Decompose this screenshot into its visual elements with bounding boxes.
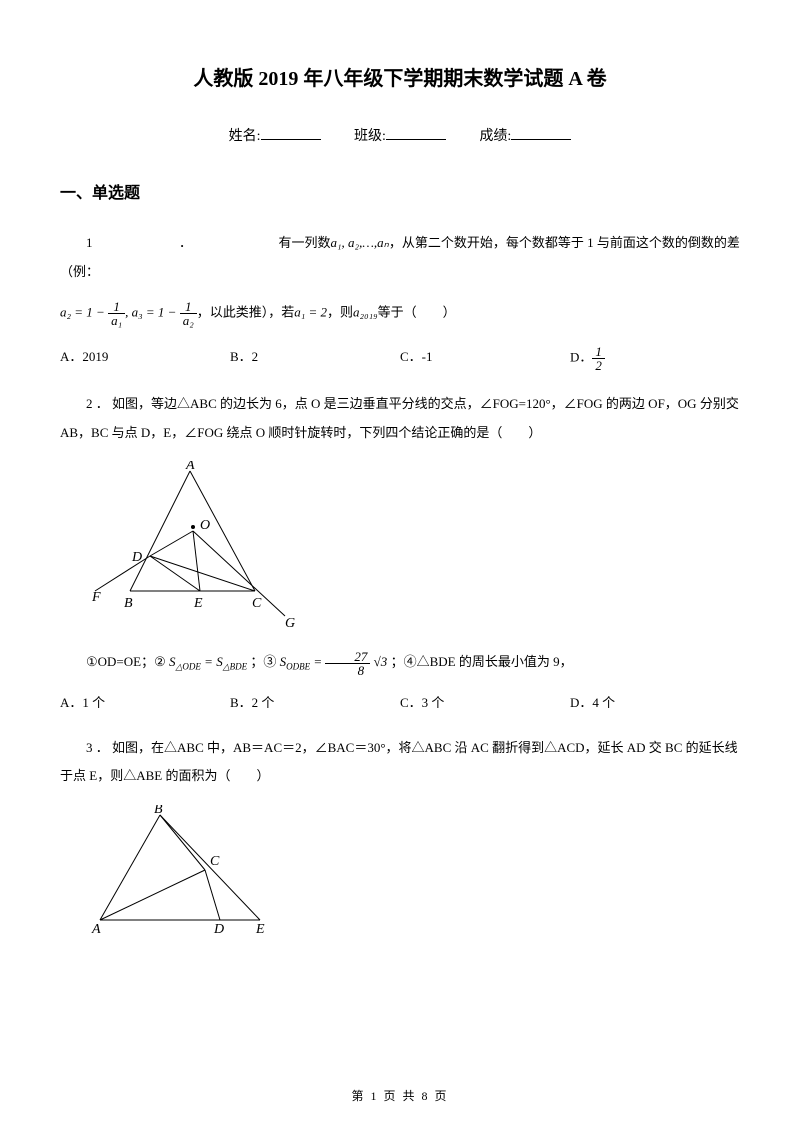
q1-a3-lhs: a₃ = 1 − bbox=[132, 305, 177, 320]
q1-cont: ，以此类推），若 bbox=[197, 305, 295, 320]
q1-tail: 等于（ ） bbox=[378, 305, 456, 320]
svg-text:F: F bbox=[91, 590, 101, 605]
q2-c3-pre: ；③ bbox=[250, 654, 276, 669]
q2-conclusions: ①OD=OE；② S△ODE = S△BDE ；③ SODBE = 278 √3… bbox=[60, 649, 740, 677]
svg-text:E: E bbox=[193, 596, 203, 611]
q2-options: A．1 个 B．2 个 C．3 个 D．4 个 bbox=[60, 691, 740, 716]
q2-c2-eq: = bbox=[201, 654, 216, 669]
q1-dot: ． bbox=[179, 235, 192, 250]
svg-text:D: D bbox=[213, 922, 224, 935]
q1-opt-d: D．12 bbox=[570, 345, 740, 372]
svg-text:G: G bbox=[285, 616, 295, 631]
name-blank bbox=[261, 126, 321, 140]
class-blank bbox=[386, 126, 446, 140]
svg-text:O: O bbox=[200, 518, 210, 533]
svg-text:D: D bbox=[131, 550, 142, 565]
q2-c4: ；④△BDE 的周长最小值为 9， bbox=[391, 654, 573, 669]
q1-stem: 1 ． 有一列数a₁, a₂,…,aₙ，从第二个数开始，每个数都等于 1 与前面… bbox=[60, 229, 740, 286]
q1-a2-frac: 1a₁ bbox=[108, 300, 125, 327]
meta-row: 姓名: 班级: 成绩: bbox=[60, 124, 740, 151]
q1-text-a: 有一列数 bbox=[279, 235, 331, 250]
q2-opt-d: D．4 个 bbox=[570, 691, 740, 716]
q1-target: a₂₀₁₉ bbox=[353, 305, 378, 320]
q3-figure: A B C D E bbox=[90, 805, 740, 935]
q2-c3-sub: ODBE bbox=[286, 662, 310, 672]
q2-figure: A B C D E F G O bbox=[90, 461, 740, 631]
q1-then: ，则 bbox=[327, 305, 353, 320]
q3-num: 3 ． bbox=[86, 740, 109, 755]
q1-options: A．2019 B．2 C．-1 D．12 bbox=[60, 345, 740, 372]
q2-text: 如图，等边△ABC 的边长为 6，点 O 是三边垂直平分线的交点，∠FOG=12… bbox=[60, 396, 739, 440]
svg-text:B: B bbox=[154, 805, 163, 817]
svg-text:A: A bbox=[91, 922, 101, 935]
q1-opt-c: C．-1 bbox=[400, 345, 570, 372]
q1-a3-frac: 1a₂ bbox=[180, 300, 197, 327]
svg-text:E: E bbox=[255, 922, 265, 935]
q2-stem: 2 ． 如图，等边△ABC 的边长为 6，点 O 是三边垂直平分线的交点，∠FO… bbox=[60, 390, 740, 447]
q2-c3-eq: = bbox=[310, 654, 325, 669]
q2-c3-frac: 278 bbox=[325, 650, 370, 677]
svg-text:C: C bbox=[252, 596, 262, 611]
score-blank bbox=[511, 126, 571, 140]
svg-text:C: C bbox=[210, 854, 220, 869]
page-footer: 第 1 页 共 8 页 bbox=[0, 1085, 800, 1108]
q1-text-b: ，从第二个数开始，每个数都等于 1 与前面这个数的倒数的差（例： bbox=[60, 235, 740, 279]
q1-seq: a₁, a₂,…,aₙ bbox=[331, 235, 389, 250]
q1-a2-lhs: a₂ = 1 − bbox=[60, 305, 105, 320]
section-heading: 一、单选题 bbox=[60, 179, 740, 209]
svg-text:A: A bbox=[185, 461, 195, 473]
q2-c2-sub1: △ODE bbox=[176, 662, 201, 672]
q2-c1: ①OD=OE；② bbox=[86, 654, 166, 669]
q2-num: 2 ． bbox=[86, 396, 109, 411]
q1-opt-a: A．2019 bbox=[60, 345, 230, 372]
q2-opt-b: B．2 个 bbox=[230, 691, 400, 716]
q1-num: 1 bbox=[86, 235, 93, 250]
page-title: 人教版 2019 年八年级下学期期末数学试题 A 卷 bbox=[60, 60, 740, 98]
q3-text: 如图，在△ABC 中，AB＝AC＝2，∠BAC＝30°，将△ABC 沿 AC 翻… bbox=[60, 740, 738, 784]
class-label: 班级: bbox=[354, 129, 386, 144]
q1-opt-b: B．2 bbox=[230, 345, 400, 372]
q2-c2-sub2: △BDE bbox=[223, 662, 247, 672]
q2-c3-sqrt: √3 bbox=[374, 654, 388, 669]
q1-cond: a₁ = 2 bbox=[294, 305, 327, 320]
q1-eq-line: a₂ = 1 − 1a₁, a₃ = 1 − 1a₂，以此类推），若a₁ = 2… bbox=[60, 300, 740, 327]
score-label: 成绩: bbox=[479, 129, 511, 144]
q2-opt-c: C．3 个 bbox=[400, 691, 570, 716]
q2-opt-a: A．1 个 bbox=[60, 691, 230, 716]
name-label: 姓名: bbox=[229, 129, 261, 144]
svg-text:B: B bbox=[124, 596, 133, 611]
q3-stem: 3 ． 如图，在△ABC 中，AB＝AC＝2，∠BAC＝30°，将△ABC 沿 … bbox=[60, 734, 740, 791]
